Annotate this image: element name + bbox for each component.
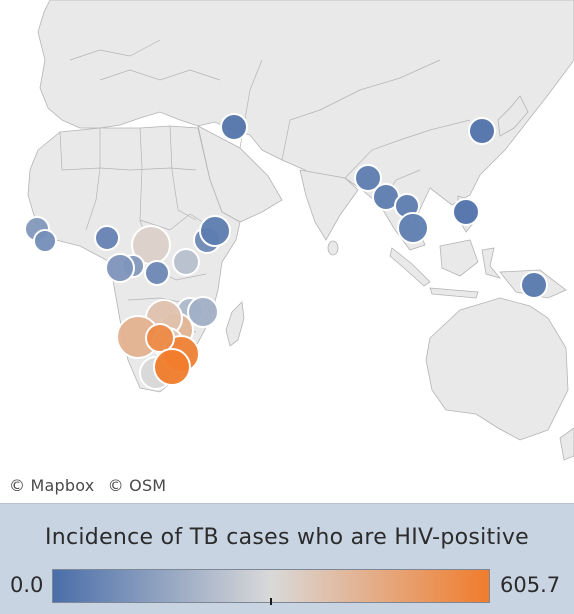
- map-point-turkey[interactable]: [220, 113, 248, 141]
- map-view[interactable]: © Mapbox © OSM: [0, 0, 574, 504]
- country-borders: [59, 39, 471, 361]
- map-point-gabon[interactable]: [105, 253, 135, 283]
- map-point-lesotho[interactable]: [145, 323, 175, 353]
- legend-title: Incidence of TB cases who are HIV-positi…: [44, 525, 530, 550]
- legend-min-label: 0.0: [10, 573, 44, 597]
- legend-max-label: 605.7: [500, 573, 561, 597]
- mapbox-attribution-link[interactable]: © Mapbox: [9, 476, 95, 495]
- map-point-myanmar[interactable]: [354, 164, 382, 192]
- map-point-congo[interactable]: [144, 260, 170, 286]
- map-point-eswatini[interactable]: [153, 348, 191, 386]
- map-attribution[interactable]: © Mapbox © OSM: [4, 472, 180, 499]
- legend-value-marker: [270, 598, 272, 605]
- map-point-nigeria[interactable]: [94, 225, 120, 251]
- color-legend: Incidence of TB cases who are HIV-positi…: [0, 505, 574, 614]
- map-point-mozambique[interactable]: [187, 296, 219, 328]
- map-canvas[interactable]: [0, 0, 574, 504]
- map-point-tanzania[interactable]: [172, 248, 200, 276]
- bubble-layer[interactable]: [24, 113, 548, 390]
- map-point-sierra-leone[interactable]: [33, 229, 57, 253]
- osm-attribution-link[interactable]: © OSM: [107, 476, 167, 495]
- map-point-cambodia[interactable]: [397, 212, 429, 244]
- map-point-ethiopia[interactable]: [199, 215, 231, 247]
- map-point-japan[interactable]: [468, 117, 496, 145]
- map-point-philippines[interactable]: [452, 198, 480, 226]
- map-point-papua-new-guinea[interactable]: [520, 271, 548, 299]
